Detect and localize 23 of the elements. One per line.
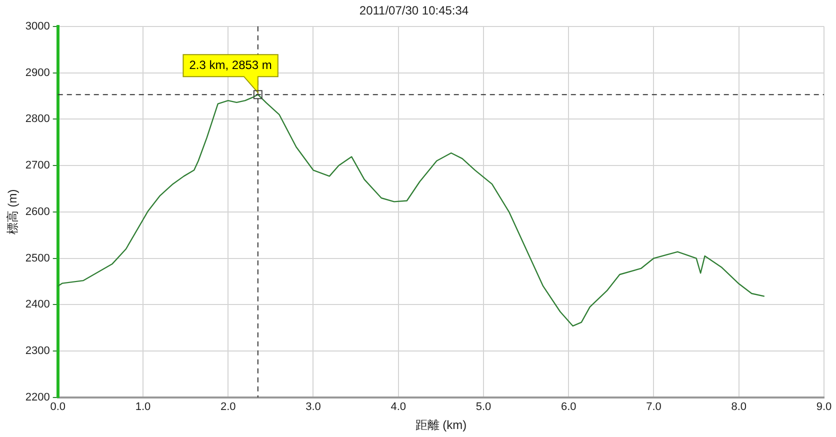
x-tick-label: 8.0 (731, 401, 747, 414)
x-tick-label: 4.0 (390, 401, 406, 414)
chart-title: 2011/07/30 10:45:34 (359, 4, 469, 18)
annotation: 2.3 km, 2853 m (189, 58, 272, 72)
y-tick-label: 2300 (25, 345, 50, 358)
x-tick-label: 0.0 (50, 401, 66, 414)
y-tick-label: 2200 (25, 391, 50, 404)
y-tick-label: 2400 (25, 298, 50, 311)
y-tick-label: 2900 (25, 66, 50, 79)
y-tick-label: 2700 (25, 160, 50, 172)
y-tick-label: 2800 (25, 113, 50, 126)
y-axis-title: 標高 (m) (6, 189, 20, 235)
y-tick-label: 3000 (25, 20, 50, 32)
x-axis-title: 距離 (km) (415, 418, 467, 432)
x-tick-label: 9.0 (816, 401, 832, 414)
x-tick-label: 2.0 (220, 401, 236, 414)
x-tick-label: 6.0 (560, 401, 576, 414)
x-tick-label: 7.0 (646, 401, 662, 414)
x-tick-label: 1.0 (135, 401, 151, 414)
y-tick-label: 2600 (25, 206, 50, 218)
x-tick-label: 3.0 (306, 401, 321, 414)
x-tick-label: 5.0 (476, 401, 492, 414)
y-tick-label: 2500 (25, 252, 50, 264)
